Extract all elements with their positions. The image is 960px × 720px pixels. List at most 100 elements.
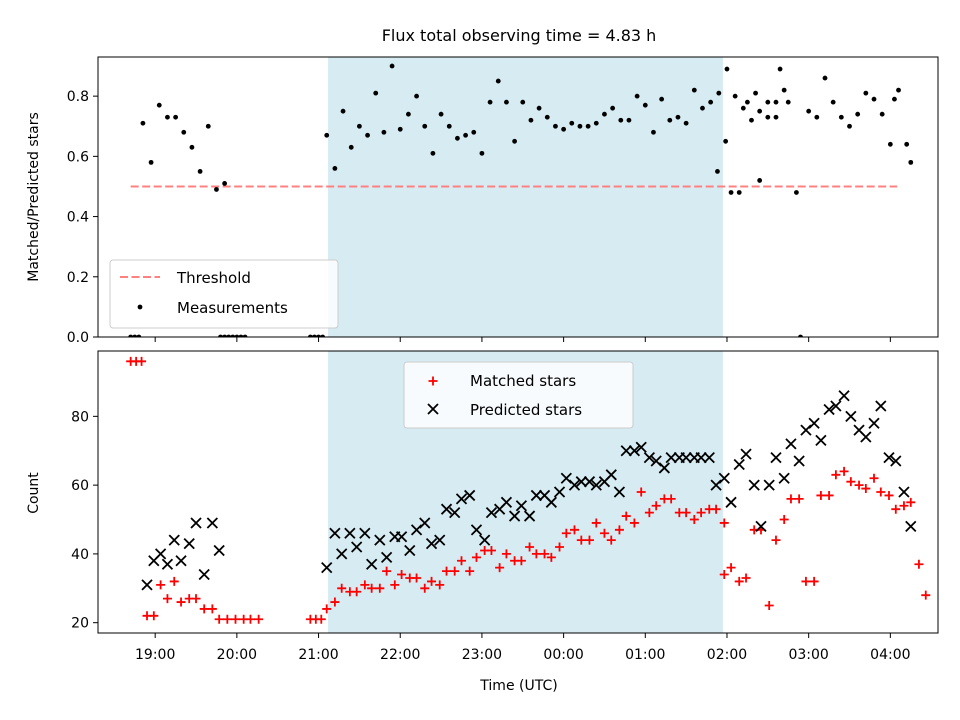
matched-stars-point	[254, 614, 264, 624]
measurement-point	[561, 126, 567, 132]
measurement-point	[773, 99, 779, 105]
matched-stars-point	[726, 563, 736, 573]
matched-stars-point	[884, 490, 894, 500]
measurement-point	[197, 169, 203, 174]
predicted-stars-point	[523, 510, 536, 522]
measurement-point	[487, 99, 493, 105]
matched-stars-point	[644, 508, 654, 518]
matched-stars-point	[471, 552, 481, 562]
measurement-point	[414, 93, 419, 99]
predicted-stars-point	[168, 534, 180, 546]
measurement-point	[512, 138, 517, 144]
measurement-point	[757, 108, 763, 114]
predicted-stars-point	[449, 506, 461, 519]
matched-stars-point	[689, 515, 699, 525]
matched-stars-point	[741, 573, 751, 583]
measurement-point	[634, 93, 640, 99]
measurement-point	[708, 99, 714, 105]
x-tick-label: 19:00	[135, 647, 175, 663]
predicted-stars-point	[560, 472, 572, 484]
matched-stars-point	[214, 614, 224, 624]
top-panel: 0.0 0.2 0.4 0.6 0.8 Threshold Measurements	[67, 56, 939, 346]
predicted-stars-point	[374, 534, 386, 546]
measurement-point	[553, 123, 558, 129]
measurement-point	[871, 96, 877, 102]
predicted-stars-point	[680, 451, 692, 464]
predicted-stars-point	[778, 472, 790, 484]
matched-stars-point	[921, 590, 931, 600]
predicted-stars-point	[628, 445, 641, 457]
predicted-stars-point	[161, 558, 174, 570]
matched-stars-point	[231, 614, 241, 624]
matched-stars-point	[191, 594, 201, 604]
predicted-stars-point	[650, 455, 662, 467]
matched-stars-point	[794, 494, 804, 504]
measurement-point	[332, 165, 338, 171]
predicted-stars-point	[890, 455, 902, 467]
matched-stars-point	[375, 583, 385, 593]
predicted-stars-point	[336, 548, 348, 560]
measurement-point	[879, 111, 885, 117]
matched-stars-point	[576, 535, 586, 545]
measurement-point	[757, 178, 763, 183]
predicted-stars-point	[770, 451, 782, 464]
matched-stars-point	[420, 583, 430, 593]
matched-stars-point	[629, 518, 639, 528]
measurement-point	[222, 334, 228, 337]
x-tick-label: 00:00	[543, 647, 583, 663]
matched-stars-point	[397, 570, 407, 580]
measurement-point	[753, 90, 758, 96]
predicted-stars-point	[530, 489, 543, 502]
measurement-point	[520, 99, 526, 105]
predicted-stars-point	[808, 417, 820, 429]
matched-stars-point	[486, 545, 496, 555]
measurement-point	[618, 117, 624, 123]
x-tick-label: 21:00	[298, 647, 338, 663]
predicted-stars-point	[748, 479, 760, 491]
matched-stars-point	[584, 535, 594, 545]
predicted-stars-point	[755, 520, 767, 533]
figure-title: Flux total observing time = 4.83 h	[382, 26, 657, 45]
matched-stars-point	[831, 470, 841, 480]
matched-stars-point	[839, 466, 849, 476]
matched-stars-point	[681, 508, 691, 518]
matched-stars-point	[367, 583, 377, 593]
measurement-point	[173, 114, 179, 120]
predicted-stars-point	[366, 558, 378, 570]
measurement-point	[320, 334, 326, 337]
measurement-point	[430, 150, 436, 156]
matched-stars-point	[412, 573, 422, 583]
predicted-stars-point	[785, 438, 797, 450]
matched-stars-point	[734, 576, 744, 586]
measurement-point	[222, 181, 228, 186]
measurement-point	[495, 78, 501, 84]
matched-stars-point	[156, 580, 166, 590]
predicted-stars-point	[175, 555, 187, 567]
legend-predicted-swatch	[427, 403, 439, 415]
matched-stars-point	[771, 535, 781, 545]
predicted-stars-point	[455, 493, 468, 505]
matched-stars-point	[779, 515, 789, 525]
measurement-point	[446, 123, 452, 129]
measurement-point	[397, 126, 403, 132]
y-tick-label: 0.6	[67, 149, 89, 165]
matched-stars-point	[786, 494, 796, 504]
measurement-point	[165, 114, 170, 120]
matched-stars-point	[606, 535, 616, 545]
matched-stars-point	[540, 549, 550, 559]
matched-stars-point	[360, 580, 370, 590]
y-tick-label: 20	[71, 616, 89, 632]
measurement-point	[904, 141, 910, 147]
predicted-stars-point	[845, 410, 857, 422]
matched-stars-point	[450, 566, 460, 576]
matched-stars-point	[711, 504, 721, 514]
measurement-point	[438, 111, 444, 117]
matched-stars-point	[591, 518, 601, 528]
measurement-point	[781, 87, 787, 93]
measurement-point	[585, 123, 591, 129]
matched-stars-point	[809, 576, 819, 586]
matched-stars-point	[176, 597, 186, 607]
measurement-point	[577, 123, 583, 129]
matched-stars-point	[914, 559, 924, 569]
matched-stars-point	[427, 576, 437, 586]
